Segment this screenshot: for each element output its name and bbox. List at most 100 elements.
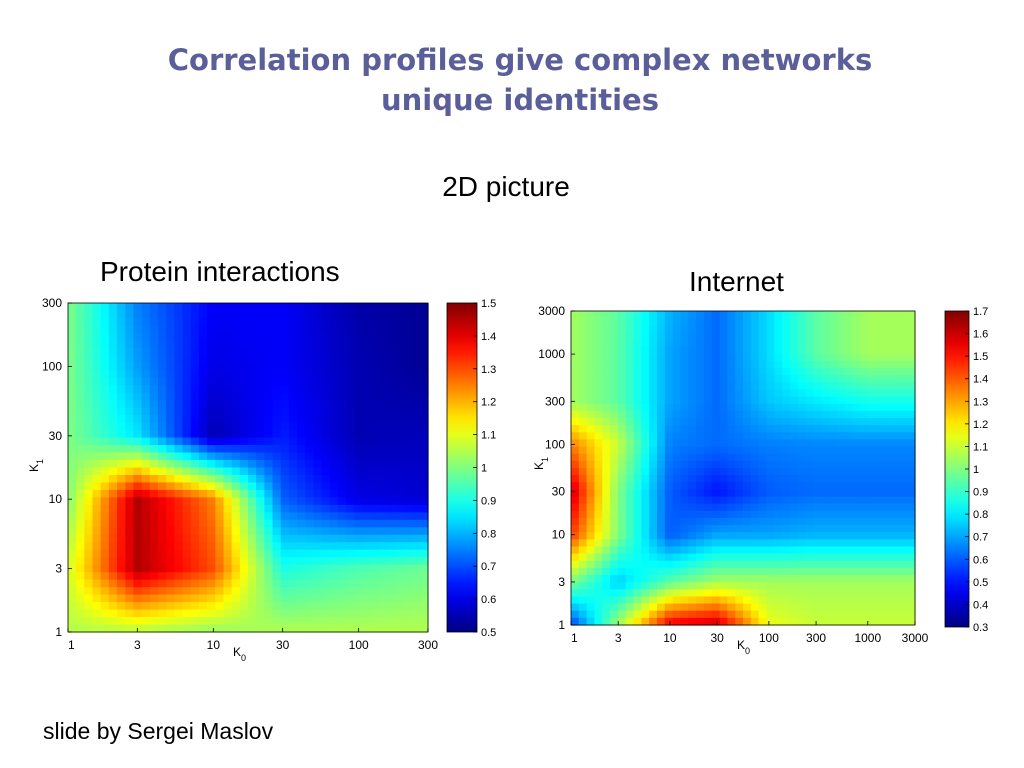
internet-heatmap-cell: [852, 596, 861, 605]
protein-heatmap-cell: [215, 422, 225, 431]
internet-heatmap-cell: [766, 532, 775, 540]
protein-heatmap-cell: [108, 452, 118, 461]
protein-heatmap-cell: [264, 303, 274, 312]
internet-heatmap-cell: [758, 396, 768, 405]
internet-heatmap-cell: [891, 475, 900, 483]
internet-heatmap-cell: [594, 446, 603, 455]
protein-heatmap-cell: [198, 557, 208, 566]
internet-heatmap-cell: [641, 525, 650, 533]
protein-heatmap-cell: [387, 527, 396, 536]
internet-heatmap-cell: [758, 582, 768, 590]
protein-heatmap-cell: [346, 415, 355, 424]
protein-heatmap-cell: [149, 415, 159, 424]
internet-heatmap-cell: [610, 560, 619, 569]
internet-heatmap-cell: [829, 575, 838, 583]
protein-heatmap-cell: [223, 579, 233, 588]
internet-heatmap-cell: [891, 539, 900, 548]
protein-heatmap-cell: [149, 430, 159, 439]
protein-heatmap-cell: [141, 564, 151, 573]
internet-heatmap-cell: [735, 425, 744, 433]
protein-heatmap-cell: [297, 415, 306, 424]
protein-heatmap-cell: [239, 385, 249, 394]
protein-heatmap-cell: [84, 422, 94, 431]
internet-heatmap-cell: [829, 539, 838, 548]
protein-heatmap-cell: [395, 512, 405, 521]
internet-heatmap-cell: [743, 403, 752, 412]
internet-heatmap-cell: [805, 460, 814, 469]
internet-heatmap-cell: [860, 318, 869, 326]
protein-heatmap-cell: [297, 497, 306, 506]
protein-heatmap-cell: [190, 460, 200, 469]
protein-heatmap-cell: [362, 407, 372, 416]
protein-heatmap-cell: [395, 482, 405, 491]
internet-heatmap-cell: [735, 503, 744, 512]
protein-heatmap-cell: [313, 325, 323, 334]
internet-heatmap-cell: [860, 489, 869, 498]
internet-heatmap-cell: [750, 460, 760, 469]
internet-heatmap-cell: [813, 603, 822, 612]
protein-heatmap-cell: [256, 542, 265, 551]
protein-heatmap-cell: [403, 572, 413, 581]
internet-heatmap-cell: [571, 560, 580, 569]
protein-heatmap-cell: [141, 519, 151, 528]
internet-heatmap-cell: [586, 418, 596, 426]
protein-heatmap-cell: [370, 527, 380, 536]
protein-heatmap-cell: [239, 489, 249, 499]
internet-heatmap-cell: [680, 353, 689, 362]
protein-heatmap-cell: [133, 564, 143, 573]
protein-heatmap-cell: [68, 325, 77, 334]
protein-heatmap-cell: [387, 332, 396, 341]
protein-heatmap-cell: [239, 370, 249, 379]
protein-heatmap-cell: [264, 325, 274, 334]
protein-heatmap-cell: [84, 377, 94, 386]
internet-heatmap-cell: [696, 468, 705, 476]
internet-heatmap-cell: [688, 403, 697, 412]
internet-heatmap-cell: [711, 396, 721, 405]
internet-heatmap-cell: [641, 339, 650, 348]
internet-heatmap-cell: [860, 468, 869, 476]
protein-heatmap-cell: [125, 407, 135, 416]
internet-heatmap-cell: [883, 482, 893, 491]
internet-heatmap-cell: [727, 339, 736, 348]
protein-heatmap-cell: [223, 452, 233, 461]
protein-heatmap-cell: [68, 564, 77, 573]
internet-heatmap-cell: [617, 375, 627, 383]
internet-heatmap-cell: [602, 510, 611, 519]
internet-heatmap-cell: [782, 546, 791, 555]
protein-heatmap-cell: [297, 572, 306, 581]
protein-heatmap-cell: [223, 377, 233, 386]
internet-heatmap-cell: [875, 517, 885, 526]
protein-heatmap-cell: [248, 460, 257, 469]
internet-heatmap-cell: [586, 346, 596, 355]
internet-heatmap-cell: [758, 410, 768, 419]
protein-heatmap-cell: [288, 497, 298, 506]
protein-heatmap-cell: [149, 624, 159, 633]
protein-heatmap-cell: [354, 362, 364, 371]
internet-heatmap-cell: [891, 617, 900, 626]
protein-heatmap-cell: [100, 542, 110, 551]
internet-heatmap-cell: [789, 532, 799, 540]
protein-heatmap-cell: [288, 512, 298, 521]
protein-heatmap-cell: [100, 489, 110, 499]
protein-heatmap-cell: [149, 325, 159, 334]
protein-heatmap-cell: [329, 504, 339, 513]
protein-heatmap-cell: [182, 609, 192, 618]
internet-heatmap-cell: [782, 589, 791, 598]
internet-heatmap-cell: [625, 360, 635, 369]
protein-heatmap-cell: [256, 407, 265, 416]
protein-heatmap-cell: [149, 512, 159, 521]
internet-heatmap-cell: [571, 610, 580, 619]
protein-heatmap-cell: [133, 482, 143, 491]
protein-heatmap-cell: [313, 572, 323, 581]
internet-heatmap-cell: [727, 353, 736, 362]
protein-heatmap-cell: [321, 579, 331, 588]
protein-heatmap-cell: [117, 400, 126, 409]
protein-heatmap-cell: [117, 504, 126, 513]
protein-y-axis-label-subscript: 1: [35, 459, 45, 464]
protein-heatmap-cell: [419, 602, 429, 611]
protein-heatmap-cell: [117, 340, 126, 349]
protein-heatmap-cell: [264, 340, 274, 349]
protein-heatmap-cell: [338, 407, 347, 416]
internet-heatmap-cell: [703, 560, 713, 569]
protein-heatmap-cell: [297, 310, 306, 319]
